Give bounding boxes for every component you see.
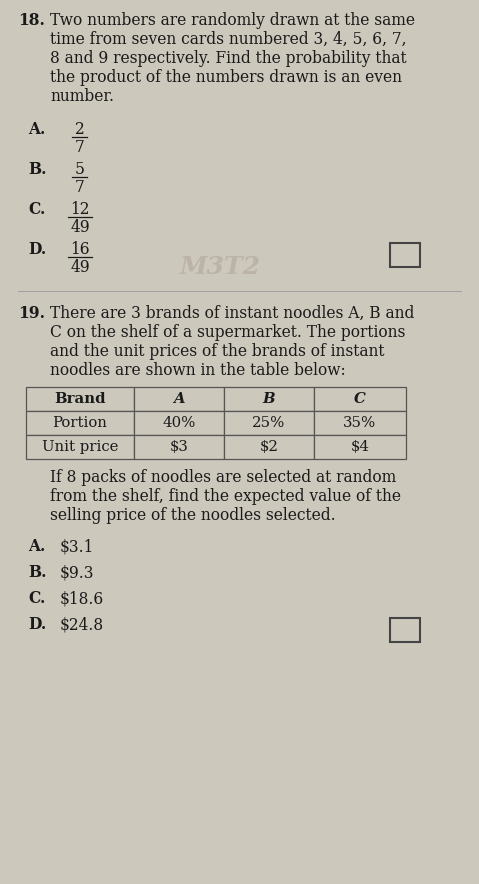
Text: C on the shelf of a supermarket. The portions: C on the shelf of a supermarket. The por…	[50, 324, 405, 341]
Text: 19.: 19.	[18, 305, 45, 322]
Text: A.: A.	[28, 538, 46, 555]
Text: $9.3: $9.3	[60, 564, 94, 581]
Text: $3.1: $3.1	[60, 538, 94, 555]
Text: from the shelf, find the expected value of the: from the shelf, find the expected value …	[50, 488, 401, 505]
Text: D.: D.	[28, 241, 46, 258]
Bar	[224, 387, 314, 411]
Text: the product of the numbers drawn is an even: the product of the numbers drawn is an e…	[50, 69, 402, 86]
Bar	[224, 411, 314, 435]
Text: 16: 16	[70, 241, 90, 258]
Text: B.: B.	[28, 564, 46, 581]
Text: 35%: 35%	[343, 416, 376, 430]
Text: $3: $3	[170, 440, 188, 454]
Text: There are 3 brands of instant noodles A, B and: There are 3 brands of instant noodles A,…	[50, 305, 414, 322]
Text: $18.6: $18.6	[60, 590, 104, 607]
Bar	[390, 618, 420, 642]
Text: 8 and 9 respectively. Find the probability that: 8 and 9 respectively. Find the probabili…	[50, 50, 407, 67]
Text: Unit price: Unit price	[42, 440, 118, 454]
Text: If 8 packs of noodles are selected at random: If 8 packs of noodles are selected at ra…	[50, 469, 396, 486]
Text: Two numbers are randomly drawn at the same: Two numbers are randomly drawn at the sa…	[50, 12, 415, 29]
Bar	[314, 411, 406, 435]
Text: 49: 49	[70, 259, 90, 276]
Bar	[134, 387, 224, 411]
Text: 40%: 40%	[162, 416, 196, 430]
Text: 49: 49	[70, 219, 90, 236]
Text: time from seven cards numbered 3, 4, 5, 6, 7,: time from seven cards numbered 3, 4, 5, …	[50, 31, 407, 48]
Text: C: C	[354, 392, 366, 406]
Text: $2: $2	[260, 440, 278, 454]
Text: Brand: Brand	[54, 392, 106, 406]
Text: 25%: 25%	[252, 416, 285, 430]
Bar	[224, 435, 314, 459]
Bar	[26, 387, 134, 411]
Text: and the unit prices of the brands of instant: and the unit prices of the brands of ins…	[50, 343, 385, 360]
Text: 5: 5	[75, 161, 85, 178]
Bar	[26, 435, 134, 459]
Text: Portion: Portion	[53, 416, 107, 430]
Text: A: A	[173, 392, 185, 406]
Text: 12: 12	[70, 201, 90, 218]
Bar	[314, 387, 406, 411]
Bar	[390, 243, 420, 267]
Text: number.: number.	[50, 88, 114, 105]
Bar	[134, 435, 224, 459]
Bar	[134, 411, 224, 435]
Text: C.: C.	[28, 201, 46, 218]
Text: selling price of the noodles selected.: selling price of the noodles selected.	[50, 507, 336, 524]
Text: noodles are shown in the table below:: noodles are shown in the table below:	[50, 362, 346, 379]
Bar	[314, 435, 406, 459]
Text: 7: 7	[75, 179, 85, 196]
Text: $4: $4	[351, 440, 369, 454]
Text: $24.8: $24.8	[60, 616, 104, 633]
Text: B: B	[262, 392, 275, 406]
Text: A.: A.	[28, 121, 46, 138]
Bar	[26, 411, 134, 435]
Text: D.: D.	[28, 616, 46, 633]
Text: 7: 7	[75, 139, 85, 156]
Text: 18.: 18.	[18, 12, 45, 29]
Text: M3T2: M3T2	[180, 255, 261, 279]
Text: C.: C.	[28, 590, 46, 607]
Text: 2: 2	[75, 121, 85, 138]
Text: B.: B.	[28, 161, 46, 178]
